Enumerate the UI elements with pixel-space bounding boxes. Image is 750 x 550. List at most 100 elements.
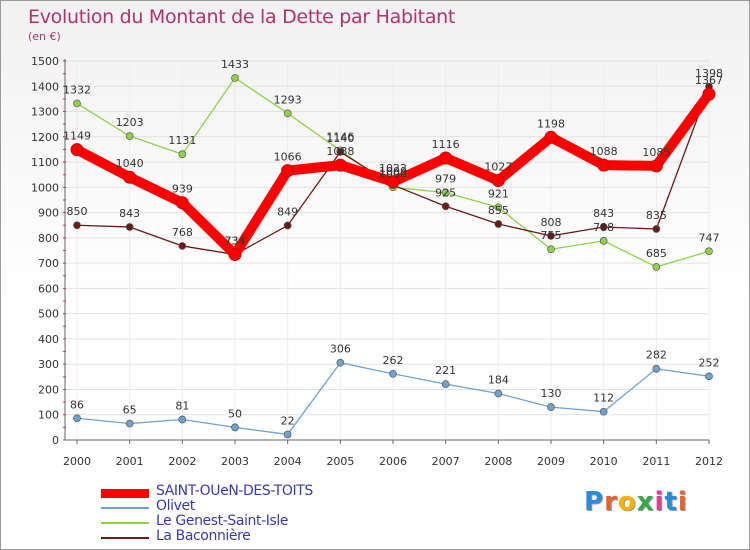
- x-tick-label: 2010: [590, 455, 618, 468]
- data-label: 755: [541, 229, 562, 242]
- x-tick-label: 2001: [116, 455, 144, 468]
- y-tick-label: 100: [38, 409, 59, 422]
- data-label: 850: [67, 205, 88, 218]
- data-label: 843: [119, 207, 140, 220]
- data-label: 808: [541, 216, 562, 229]
- y-tick-label: 1400: [31, 80, 59, 93]
- data-point: [705, 247, 713, 256]
- series-saint-ouen-des-toits: [70, 87, 716, 262]
- data-point: [494, 220, 503, 228]
- data-label: 939: [172, 183, 193, 196]
- data-point: [73, 221, 81, 230]
- data-point: [125, 223, 134, 231]
- proxiti-logo: Proxiti: [584, 487, 688, 517]
- data-point: [494, 203, 503, 212]
- data-label: 843: [593, 207, 614, 220]
- data-label: 1022: [379, 162, 407, 175]
- data-label: 1367: [695, 74, 723, 87]
- data-point: [441, 380, 450, 389]
- data-point: [547, 403, 555, 412]
- data-point: [178, 150, 187, 159]
- data-label: 1293: [274, 93, 302, 106]
- data-point: [178, 415, 187, 424]
- data-label: 1131: [168, 134, 196, 147]
- legend-swatch: [101, 537, 149, 539]
- y-tick-label: 400: [38, 333, 59, 346]
- series-olivet: [73, 358, 713, 439]
- data-point: [491, 174, 505, 188]
- data-label: 921: [488, 187, 509, 200]
- data-label: 768: [172, 226, 193, 239]
- data-point: [336, 148, 345, 156]
- data-label: 282: [646, 349, 667, 362]
- data-label: 130: [541, 387, 562, 400]
- data-point: [231, 423, 239, 432]
- legend-label: SAINT-OUeN-DES-TOITS: [156, 483, 313, 499]
- data-point: [705, 372, 713, 381]
- data-point: [178, 242, 187, 250]
- data-point: [283, 109, 292, 118]
- data-point: [597, 158, 611, 172]
- x-tick-label: 2008: [484, 455, 512, 468]
- data-label: 788: [593, 221, 614, 234]
- legend-label: Olivet: [156, 498, 195, 514]
- data-label: 747: [699, 231, 720, 244]
- legend-label: La Baconnière: [156, 528, 251, 544]
- data-point: [283, 430, 292, 439]
- data-label: 184: [488, 374, 509, 387]
- data-label: 252: [699, 356, 720, 369]
- data-point: [652, 263, 661, 271]
- data-label: 685: [646, 247, 667, 260]
- data-label: 262: [383, 354, 404, 367]
- y-tick-label: 1500: [31, 55, 59, 68]
- y-tick-label: 200: [38, 383, 59, 396]
- data-point: [333, 158, 347, 172]
- data-point: [228, 248, 242, 262]
- data-point: [441, 188, 450, 197]
- data-point: [599, 407, 608, 416]
- data-point: [544, 130, 558, 144]
- x-tick-label: 2005: [326, 455, 354, 468]
- y-tick-label: 300: [38, 358, 59, 371]
- data-label: 112: [593, 392, 614, 405]
- data-label: 50: [228, 407, 242, 420]
- data-label: 81: [175, 400, 189, 413]
- data-label: 1398: [695, 67, 723, 80]
- y-tick-label: 0: [52, 434, 59, 447]
- data-label: 65: [123, 404, 137, 417]
- data-point: [652, 364, 661, 373]
- y-tick-label: 800: [38, 232, 59, 245]
- x-tick-label: 2006: [379, 455, 407, 468]
- data-label: 306: [330, 343, 351, 356]
- data-point: [281, 164, 295, 178]
- legend-swatch: [101, 522, 149, 524]
- data-label: 734: [225, 235, 246, 248]
- data-label: 1140: [326, 132, 354, 145]
- data-label: 1088: [326, 145, 354, 158]
- y-tick-label: 900: [38, 207, 59, 220]
- data-label: 925: [435, 186, 456, 199]
- y-tick-label: 1100: [31, 156, 59, 169]
- x-tick-label: 2004: [274, 455, 302, 468]
- data-label: 1088: [590, 145, 618, 158]
- y-tick-label: 600: [38, 282, 59, 295]
- data-point: [599, 237, 608, 245]
- y-tick-label: 700: [38, 257, 59, 270]
- data-label: 221: [435, 364, 456, 377]
- data-label: 1085: [642, 146, 670, 159]
- data-point: [125, 132, 134, 140]
- data-label: 1332: [63, 83, 91, 96]
- data-point: [547, 231, 555, 240]
- legend-label: Le Genest-Saint-Isle: [156, 513, 289, 529]
- data-point: [336, 358, 345, 367]
- chart-title: Evolution du Montant de la Dette par Hab…: [28, 6, 456, 28]
- chart-subtitle: (en €): [28, 30, 61, 43]
- data-point: [231, 74, 239, 82]
- legend-swatch: [101, 507, 149, 509]
- data-label: 835: [646, 209, 667, 222]
- x-tick-label: 2002: [168, 455, 196, 468]
- data-label: 1027: [484, 161, 512, 174]
- data-point: [386, 175, 400, 189]
- data-point: [702, 87, 716, 101]
